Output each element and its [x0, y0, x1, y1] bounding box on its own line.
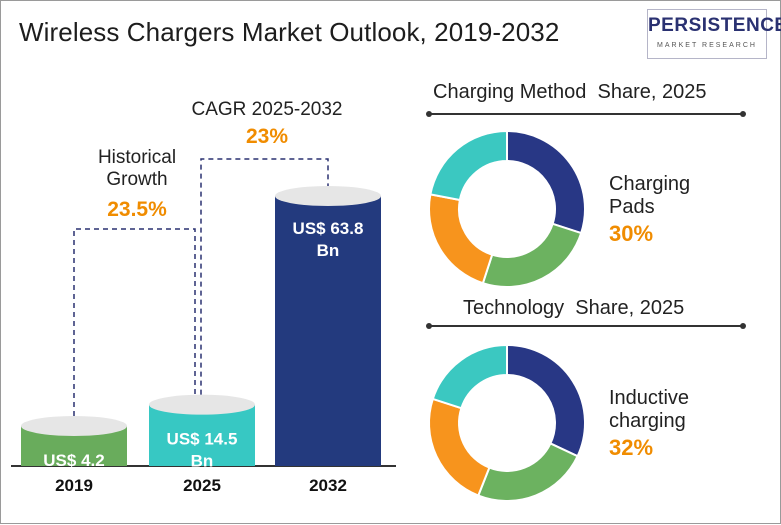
- logo-name: PERSISTENCE: [648, 15, 781, 36]
- charging-method-slice-1: [506, 129, 586, 235]
- historical-growth-label: Historical Growth: [97, 147, 177, 190]
- charging-method-slice-3: [428, 193, 494, 285]
- inductive-charging-label: Inductive charging: [609, 387, 690, 432]
- logo-subtitle: MARKET RESEARCH: [657, 42, 757, 49]
- bar-value-unit: Bn: [317, 241, 340, 260]
- technology-slice-4: [431, 343, 508, 410]
- cagr-value: 23%: [245, 125, 289, 148]
- charging-pads-label: Charging Pads: [609, 173, 691, 218]
- divider-dot: [740, 323, 746, 329]
- technology-slice-1: [506, 343, 586, 458]
- technology-slice-3: [428, 397, 491, 497]
- charging-method-slice-4: [429, 129, 508, 202]
- cagr-label: CAGR 2025-2032: [191, 99, 343, 120]
- charging-method-slice-2: [481, 222, 583, 288]
- charging-method-title: Charging Method Share, 2025: [433, 81, 707, 103]
- divider-dot: [426, 323, 432, 329]
- technology-slice-2: [476, 442, 579, 502]
- x-tick-label: 2025: [183, 476, 221, 495]
- bar-value-unit: Bn: [63, 473, 86, 492]
- technology-title: Technology Share, 2025: [463, 297, 685, 319]
- bar-cap: [149, 394, 255, 415]
- bar-cap: [21, 416, 127, 436]
- brand-logo: PERSISTENCE MARKET RESEARCH: [647, 9, 781, 59]
- bar-2019: US$ 4.2 Bn: [21, 416, 127, 492]
- inductive-charging-value: 32%: [609, 435, 654, 460]
- bar-2025: US$ 14.5 Bn: [149, 394, 255, 471]
- bar-cap: [275, 186, 381, 206]
- cagr-connector: [200, 158, 329, 395]
- section-divider: [429, 113, 743, 115]
- x-tick-label: 2032: [309, 476, 347, 495]
- page-title: Wireless Chargers Market Outlook, 2019-2…: [19, 17, 560, 47]
- charging-pads-value: 30%: [609, 221, 654, 246]
- bar-2032: US$ 63.8 Bn: [275, 186, 381, 466]
- technology-donut: [428, 343, 586, 502]
- bar-body: [149, 404, 255, 466]
- divider-dot: [740, 111, 746, 117]
- divider-dot: [426, 111, 432, 117]
- x-tick-label: 2019: [55, 476, 93, 495]
- bar-body: [275, 196, 381, 466]
- historical-growth-value: 23.5%: [107, 198, 167, 221]
- section-divider: [429, 325, 743, 327]
- bar-value-label: US$ 63.8: [293, 219, 364, 238]
- bar-value-unit: Bn: [191, 452, 214, 471]
- charging-method-donut: [428, 129, 586, 288]
- historical-growth-connector: [73, 228, 196, 416]
- bar-value-label: US$ 14.5: [167, 430, 238, 449]
- bar-value-label: US$ 4.2: [43, 451, 104, 470]
